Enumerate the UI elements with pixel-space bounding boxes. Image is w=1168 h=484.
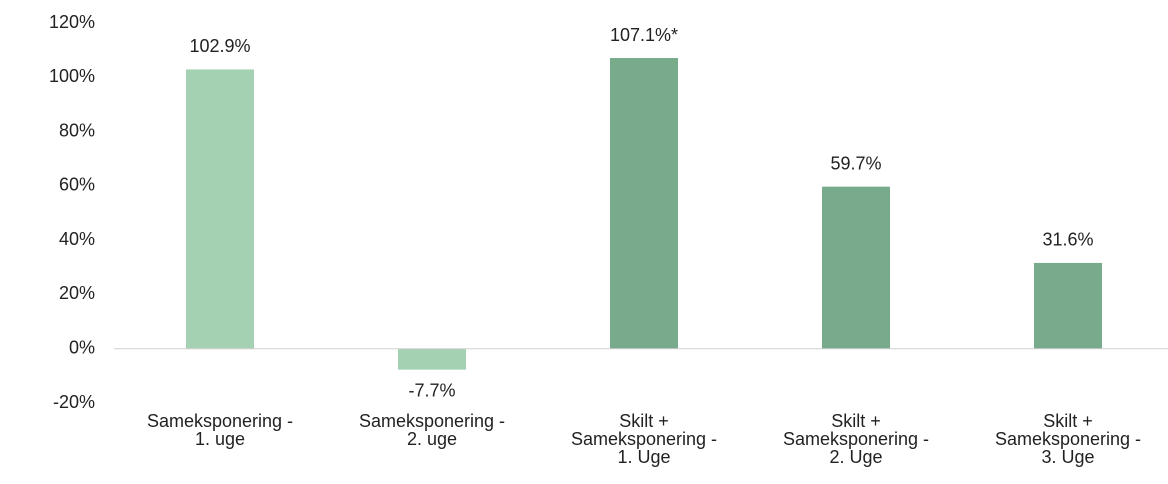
y-tick-label: 40% bbox=[59, 229, 95, 249]
y-tick-label: 60% bbox=[59, 175, 95, 195]
y-tick-label: 0% bbox=[69, 337, 95, 357]
x-tick-label: Sameksponering - 1. uge bbox=[146, 411, 294, 449]
x-tick-label: Sameksponering - 2. uge bbox=[358, 411, 506, 449]
y-tick-label: 100% bbox=[49, 66, 95, 86]
x-tick-label: Skilt + Sameksponering - 3. Uge bbox=[994, 411, 1142, 467]
y-tick-label: 80% bbox=[59, 120, 95, 140]
value-label: 59.7% bbox=[830, 153, 881, 173]
bar bbox=[398, 348, 466, 370]
value-label: 107.1%* bbox=[610, 25, 678, 45]
x-tick-label: Skilt + Sameksponering - 2. Uge bbox=[782, 411, 930, 467]
bar bbox=[186, 69, 254, 349]
y-tick-label: 120% bbox=[49, 12, 95, 32]
y-tick-label: 20% bbox=[59, 283, 95, 303]
bar bbox=[1034, 262, 1102, 349]
value-label: -7.7% bbox=[408, 380, 455, 400]
bar bbox=[822, 186, 890, 349]
y-tick-label: -20% bbox=[53, 392, 95, 412]
x-tick-label: Skilt + Sameksponering - 1. Uge bbox=[570, 411, 718, 467]
bar bbox=[610, 58, 678, 349]
value-label: 31.6% bbox=[1042, 230, 1093, 250]
value-label: 102.9% bbox=[189, 36, 250, 56]
